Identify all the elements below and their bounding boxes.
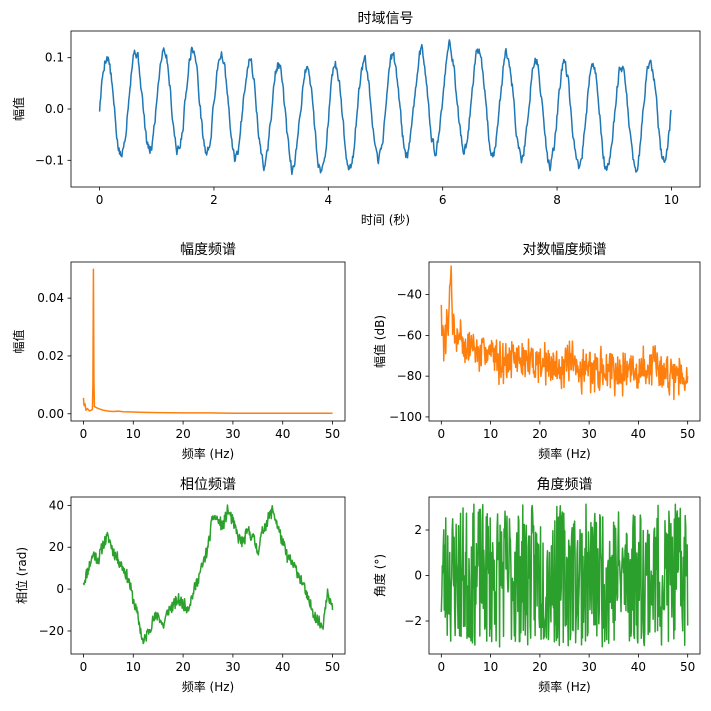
x-tick-label: 10 — [483, 660, 498, 674]
x-tick-label: 30 — [581, 427, 596, 441]
series-line-phase — [82, 504, 334, 645]
y-tick-label: 0.0 — [45, 102, 64, 116]
y-axis-label: 相位 (rad) — [14, 547, 29, 604]
y-tick-label: −40 — [397, 288, 422, 302]
y-tick-label: 2 — [414, 523, 422, 537]
chart-title: 对数幅度频谱 — [523, 242, 607, 258]
chart-title: 时域信号 — [358, 11, 414, 27]
series-line-angle — [440, 503, 689, 648]
y-tick-label: −0.1 — [35, 153, 64, 167]
y-tick-label: 0.04 — [37, 291, 64, 305]
y-tick-label: −80 — [397, 369, 422, 383]
x-tick-label: 50 — [680, 660, 695, 674]
x-tick-label: 40 — [275, 660, 290, 674]
x-tick-label: 40 — [631, 427, 646, 441]
y-tick-label: −20 — [39, 624, 64, 638]
y-tick-label: 0.1 — [45, 51, 64, 65]
x-tick-label: 30 — [225, 427, 240, 441]
y-tick-label: 0 — [414, 569, 422, 583]
x-tick-label: 20 — [532, 427, 547, 441]
y-tick-label: 0.00 — [37, 407, 64, 421]
y-axis-label: 幅值 — [11, 329, 26, 353]
x-tick-label: 30 — [225, 660, 240, 674]
x-axis-label: 时间 (秒) — [361, 213, 410, 227]
chart-title: 相位频谱 — [180, 477, 236, 493]
x-tick-label: 40 — [275, 427, 290, 441]
y-tick-label: −60 — [397, 328, 422, 342]
x-tick-label: 10 — [483, 427, 498, 441]
x-axis-label: 频率 (Hz) — [538, 679, 591, 694]
chart-title: 角度频谱 — [537, 477, 593, 493]
x-tick-label: 0 — [96, 193, 104, 207]
x-tick-label: 8 — [553, 193, 561, 207]
x-tick-label: 0 — [437, 660, 445, 674]
x-tick-label: 10 — [126, 660, 141, 674]
x-tick-label: 2 — [210, 193, 218, 207]
axes-frame — [70, 496, 346, 655]
x-tick-label: 30 — [581, 660, 596, 674]
x-tick-label: 0 — [437, 427, 445, 441]
x-tick-label: 4 — [324, 193, 332, 207]
x-tick-label: 20 — [175, 660, 190, 674]
y-axis-label: 幅值 — [11, 97, 26, 121]
x-tick-label: 50 — [325, 660, 340, 674]
x-tick-label: 10 — [126, 427, 141, 441]
chart-title: 幅度频谱 — [180, 242, 236, 258]
series-line-logmag — [440, 265, 689, 401]
x-tick-label: 40 — [631, 660, 646, 674]
axes-frame — [70, 261, 346, 422]
y-tick-label: −2 — [404, 614, 422, 628]
x-tick-label: 0 — [80, 660, 88, 674]
y-tick-label: −100 — [389, 410, 422, 424]
y-tick-label: 0.02 — [37, 349, 64, 363]
y-tick-label: 0 — [56, 582, 64, 596]
x-tick-label: 0 — [80, 427, 88, 441]
x-tick-label: 50 — [680, 427, 695, 441]
x-tick-label: 6 — [439, 193, 447, 207]
x-axis-label: 频率 (Hz) — [538, 446, 591, 461]
y-axis-label: 角度 (°) — [372, 554, 387, 597]
x-tick-label: 20 — [532, 660, 547, 674]
y-axis-label: 幅值 (dB) — [372, 315, 387, 368]
y-tick-label: 20 — [49, 540, 64, 554]
y-tick-label: 40 — [49, 498, 64, 512]
x-axis-label: 频率 (Hz) — [182, 446, 235, 461]
axes-frame — [428, 261, 701, 422]
x-tick-label: 20 — [175, 427, 190, 441]
x-axis-label: 频率 (Hz) — [182, 679, 235, 694]
series-line-mag — [82, 268, 333, 414]
series-line-time — [98, 39, 672, 176]
x-tick-label: 10 — [664, 193, 679, 207]
x-tick-label: 50 — [325, 427, 340, 441]
